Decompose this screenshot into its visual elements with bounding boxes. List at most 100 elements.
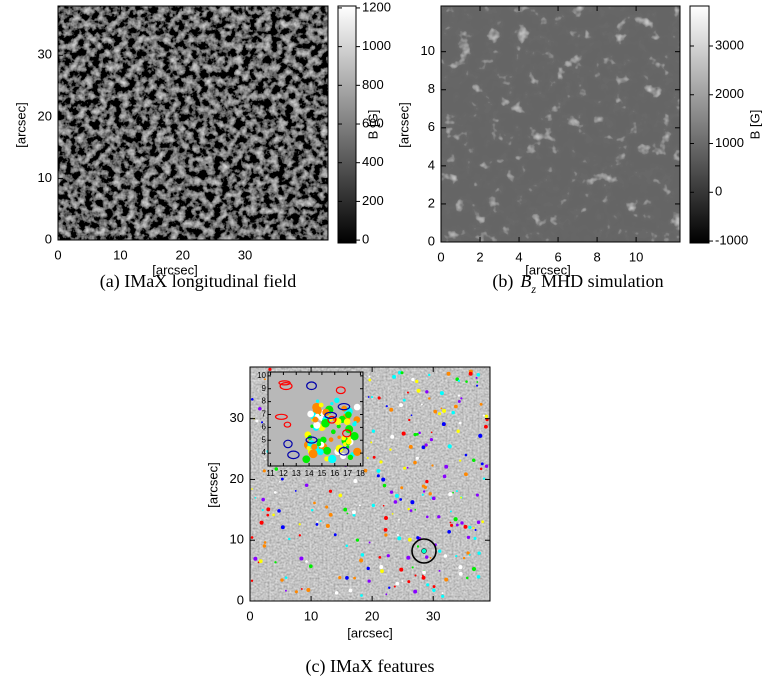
feature-dot <box>260 421 264 424</box>
feature-dot <box>457 399 461 403</box>
feature-dot <box>333 533 337 537</box>
feature-dot <box>343 507 348 512</box>
feature-dot <box>447 529 451 534</box>
feature-dot <box>475 376 478 379</box>
feature-dot <box>279 480 281 483</box>
feature-dot <box>255 419 259 423</box>
feature-dot <box>444 577 449 582</box>
inset-feature <box>328 437 334 442</box>
x-axis-label: [arcsec] <box>152 262 198 277</box>
feature-dot <box>381 477 386 482</box>
inset-feature <box>317 448 324 456</box>
feature-dot <box>475 493 479 497</box>
inset-feature <box>315 399 320 403</box>
inset-feature <box>316 441 322 447</box>
inset-feature <box>311 443 318 450</box>
colorbar-tick-label: 1200 <box>362 0 391 14</box>
feature-dot <box>384 533 388 537</box>
feature-dot <box>277 509 281 513</box>
feature-dot <box>259 520 264 525</box>
frame <box>57 5 329 241</box>
feature-dot <box>480 462 484 466</box>
feature-dot <box>452 491 454 494</box>
feature-dot <box>358 504 361 507</box>
feature-dot <box>442 408 447 413</box>
y-tick-label: 2 <box>428 195 435 210</box>
feature-dot <box>432 585 436 588</box>
feature-dot <box>484 414 489 418</box>
feature-dot <box>250 398 254 401</box>
feature-dot <box>379 460 383 464</box>
panels: 0 10 20 300102030[arcsec][arcsec]0200400600… <box>13 0 762 677</box>
x-tick-label: 20 <box>175 247 189 262</box>
feature-dot <box>383 527 388 532</box>
inset-feature <box>343 442 348 447</box>
feature-dot <box>422 490 426 493</box>
y-tick-label: 10 <box>257 371 266 380</box>
x-tick-label: 8 <box>593 249 600 264</box>
feature-dot <box>262 544 267 548</box>
inset-feature <box>330 402 334 406</box>
feature-dot <box>360 594 363 597</box>
feature-dot <box>407 507 410 511</box>
feature-dot <box>397 536 402 541</box>
feature-dot <box>425 390 429 394</box>
feature-dot <box>430 497 433 499</box>
x-tick-label: 12 <box>279 469 288 478</box>
colorbar-tick-label: 600 <box>362 115 384 130</box>
feature-dot <box>400 486 404 490</box>
contour <box>338 446 350 456</box>
feature-dot <box>325 523 330 528</box>
y-tick-label: 20 <box>38 108 52 123</box>
inset-feature <box>313 421 321 429</box>
feature-dot <box>392 374 397 379</box>
x-tick-label: 10 <box>304 608 318 623</box>
x-tick-label: 10 <box>629 249 643 264</box>
feature-dot <box>459 459 462 462</box>
feature-dot <box>299 556 304 561</box>
feature-dot <box>300 588 303 590</box>
feature-dot <box>399 403 404 408</box>
feature-dot <box>437 412 442 416</box>
feature-dot <box>266 513 270 517</box>
feature-dot <box>428 397 431 400</box>
feature-dot <box>396 533 399 536</box>
feature-dot <box>451 410 455 415</box>
feature-dot <box>401 431 406 436</box>
feature-dot <box>264 458 266 461</box>
inset-feature <box>302 455 311 464</box>
feature-dot <box>460 496 463 499</box>
colorbar <box>689 5 710 244</box>
feature-dot <box>391 513 394 515</box>
feature-dot <box>372 455 376 459</box>
feature-dot <box>442 474 447 479</box>
inset-feature <box>330 429 336 435</box>
colorbar-tick-label: -1000 <box>715 232 748 247</box>
feature-dot <box>425 479 429 484</box>
image <box>58 6 328 240</box>
inset-feature <box>346 425 350 429</box>
feature-dot <box>460 397 463 400</box>
feature-dot <box>415 379 419 384</box>
inset-feature <box>345 411 352 419</box>
feature-dot <box>483 424 488 429</box>
inset-feature <box>337 435 341 439</box>
inset-frame <box>267 371 364 467</box>
inset-feature <box>306 445 311 451</box>
feature-dot <box>463 524 468 529</box>
feature-dot <box>421 445 426 450</box>
feature-dot <box>458 571 463 576</box>
feature-dot <box>351 510 356 515</box>
feature-dot <box>420 403 423 406</box>
feature-dot <box>308 564 313 569</box>
y-tick-label: 8 <box>262 397 267 406</box>
inset-feature <box>334 397 340 404</box>
feature-dot <box>433 409 438 414</box>
colorbar-tick-label: 400 <box>362 154 384 169</box>
inset-feature <box>335 444 344 453</box>
feature-dot <box>274 561 277 564</box>
feature-dot <box>399 498 403 501</box>
frame <box>249 366 491 602</box>
feature-dot <box>376 474 380 478</box>
colorbar-tick-label: 0 <box>715 184 722 199</box>
